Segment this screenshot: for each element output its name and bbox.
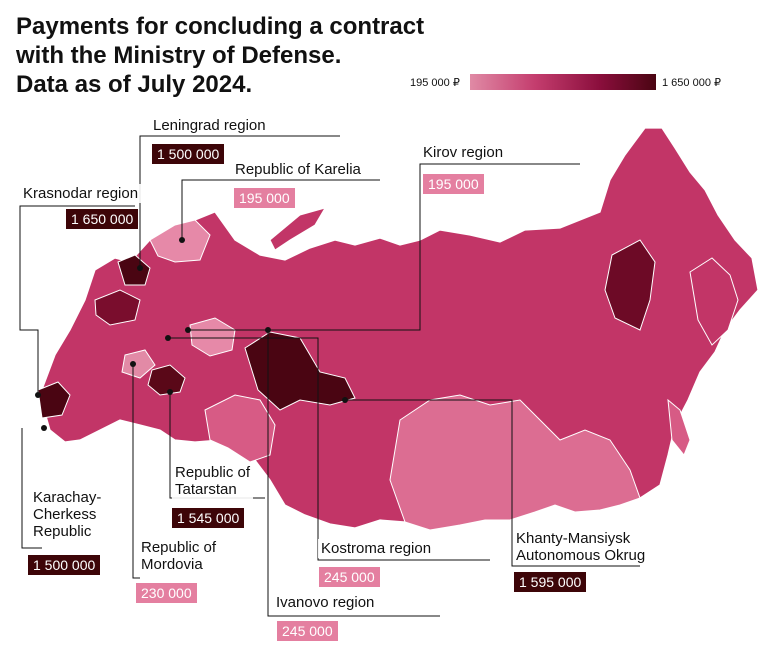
- region-name-kostroma: Kostroma region: [318, 539, 435, 558]
- callout-leader-lines: [19, 135, 640, 617]
- region-name-kirov: Kirov region: [420, 143, 507, 162]
- region-value-mordovia: 230 000: [136, 583, 197, 603]
- region-value-krasnodar: 1 650 000: [66, 209, 139, 229]
- legend-gradient-bar: [470, 74, 656, 90]
- region-name-krasnodar: Krasnodar region: [20, 184, 142, 203]
- region-name-khanty-mansiysk: Khanty-Mansiysk Autonomous Okrug: [513, 529, 649, 565]
- kamchatka-peninsula: [689, 257, 739, 346]
- region-name-tatarstan: Republic of Tatarstan: [172, 463, 254, 499]
- region-value-tatarstan: 1 545 000: [172, 508, 245, 528]
- volga-light-area: [204, 394, 276, 463]
- legend-min-label: 195 000 ₽: [410, 77, 460, 89]
- region-name-leningrad: Leningrad region: [150, 116, 269, 135]
- mordovia-shape: [121, 349, 156, 379]
- siberia-light-area: [389, 394, 641, 531]
- novaya-zemlya-island: [269, 207, 327, 251]
- region-value-karelia: 195 000: [234, 188, 295, 208]
- region-name-karachay-cherkess: Karachay- Cherkess Republic: [30, 488, 105, 541]
- east-siberia-dark-shape: [604, 239, 656, 331]
- map-title: Payments for concluding a contract with …: [16, 13, 425, 98]
- callout-points: [35, 237, 348, 431]
- region-name-mordovia: Republic of Mordovia: [138, 538, 220, 574]
- sakhalin-island: [667, 398, 691, 456]
- central-dark-shape: [94, 289, 141, 326]
- legend-max-label: 1 650 000 ₽: [662, 77, 721, 89]
- khanty-mansiysk-shape: [244, 331, 356, 411]
- krasnodar-region-shape: [37, 381, 71, 419]
- tatarstan-shape: [147, 364, 186, 396]
- region-value-khanty-mansiysk: 1 595 000: [514, 572, 587, 592]
- region-value-kostroma: 245 000: [319, 567, 380, 587]
- region-value-kirov: 195 000: [423, 174, 484, 194]
- leningrad-region-shape: [117, 254, 151, 286]
- region-name-karelia: Republic of Karelia: [232, 160, 364, 179]
- region-value-karachay-cherkess: 1 500 000: [28, 555, 101, 575]
- region-name-ivanovo: Ivanovo region: [273, 593, 378, 612]
- region-value-leningrad: 1 500 000: [152, 144, 225, 164]
- region-value-ivanovo: 245 000: [277, 621, 338, 641]
- kirov-region-shape: [189, 317, 236, 357]
